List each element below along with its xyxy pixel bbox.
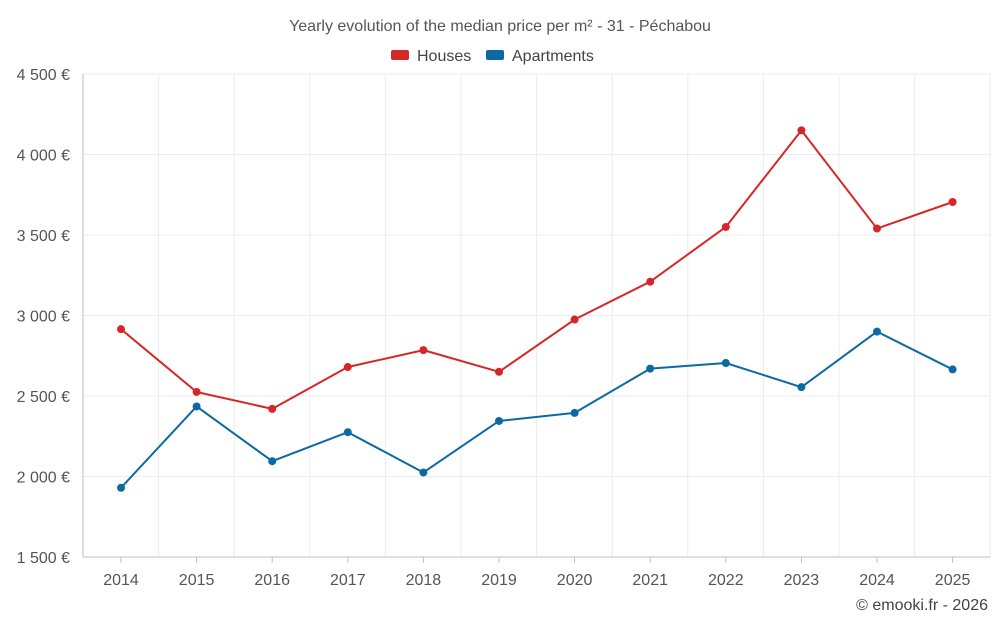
chart-title: Yearly evolution of the median price per… <box>289 18 711 35</box>
x-tick-label: 2025 <box>935 572 971 589</box>
x-tick-label: 2014 <box>103 572 139 589</box>
data-point-apartments[interactable] <box>797 383 806 392</box>
data-point-apartments[interactable] <box>268 457 277 466</box>
data-point-houses[interactable] <box>948 197 957 206</box>
y-tick-label: 2 000 € <box>17 470 70 487</box>
data-point-houses[interactable] <box>419 346 428 355</box>
y-tick-label: 1 500 € <box>17 550 70 567</box>
data-point-apartments[interactable] <box>117 483 125 492</box>
series-line-houses <box>120 129 953 410</box>
data-point-houses[interactable] <box>343 363 352 372</box>
data-point-houses[interactable] <box>117 325 125 334</box>
data-point-apartments[interactable] <box>721 358 730 367</box>
data-point-houses[interactable] <box>797 126 806 135</box>
x-axis: 2014 2015 2016 2017 2018 2019 2020 2021 2022 2023… <box>83 556 990 589</box>
y-tick-label: 3 000 € <box>17 309 70 326</box>
data-point-houses[interactable] <box>721 222 730 231</box>
x-tick-label: 2018 <box>406 572 442 589</box>
series-line-apartments <box>120 330 954 489</box>
y-tick-label: 2 500 € <box>17 389 70 406</box>
legend-item-houses[interactable]: Houses <box>391 48 471 65</box>
data-point-apartments[interactable] <box>570 408 579 417</box>
y-axis: 1 500 € 2 000 € 2 500 € 3 000 € 3 500 € 4 000… <box>17 67 84 567</box>
legend-swatch-houses <box>391 50 409 60</box>
data-point-apartments[interactable] <box>495 416 503 425</box>
data-point-apartments[interactable] <box>948 365 957 374</box>
legend-item-apartments[interactable]: Apartments <box>486 48 594 65</box>
x-tick-label: 2023 <box>784 572 820 589</box>
data-point-apartments[interactable] <box>646 364 655 373</box>
legend-swatch-apartments <box>486 50 504 60</box>
data-point-houses[interactable] <box>646 277 655 286</box>
data-point-apartments[interactable] <box>192 402 201 411</box>
x-tick-label: 2015 <box>179 572 215 589</box>
legend: Houses Apartments <box>391 48 594 65</box>
series <box>117 126 957 492</box>
legend-label-apartments: Apartments <box>512 48 594 65</box>
x-tick-label: 2020 <box>557 572 593 589</box>
data-point-houses[interactable] <box>570 315 579 324</box>
data-point-houses[interactable] <box>873 224 881 233</box>
data-point-houses[interactable] <box>268 404 277 413</box>
data-point-houses[interactable] <box>192 387 201 396</box>
y-tick-label: 4 500 € <box>17 67 70 84</box>
data-point-apartments[interactable] <box>343 428 352 437</box>
data-point-apartments[interactable] <box>419 468 428 477</box>
credit-text: © emooki.fr - 2026 <box>856 597 988 614</box>
y-tick-label: 3 500 € <box>17 228 70 245</box>
x-tick-label: 2022 <box>708 572 744 589</box>
gridlines <box>82 73 991 557</box>
x-tick-label: 2017 <box>330 572 366 589</box>
legend-label-houses: Houses <box>417 48 471 65</box>
x-tick-label: 2019 <box>481 572 517 589</box>
y-tick-label: 4 000 € <box>17 148 70 165</box>
data-point-apartments[interactable] <box>873 327 881 336</box>
data-point-houses[interactable] <box>495 367 503 376</box>
x-tick-label: 2021 <box>632 572 668 589</box>
x-tick-label: 2016 <box>254 572 290 589</box>
x-tick-label: 2024 <box>859 572 895 589</box>
